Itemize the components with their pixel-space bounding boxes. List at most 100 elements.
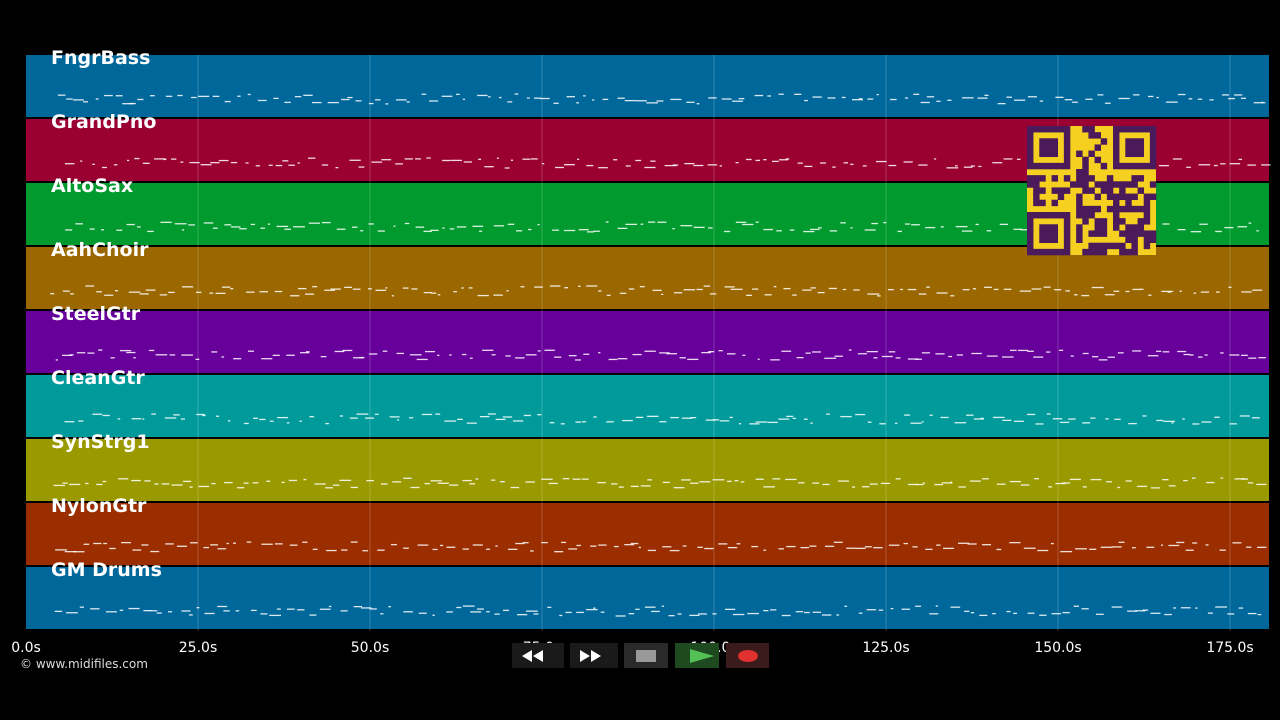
qr-cell xyxy=(1094,156,1102,164)
qr-cell xyxy=(1106,242,1114,250)
qr-cell xyxy=(1143,205,1151,213)
qr-cell xyxy=(1033,199,1040,207)
qr-cell xyxy=(1113,138,1120,145)
qr-cell xyxy=(1051,126,1059,133)
qr-cell xyxy=(1119,162,1126,170)
qr-cell xyxy=(1119,181,1126,188)
qr-cell xyxy=(1119,218,1126,225)
qr-cell xyxy=(1063,175,1071,182)
qr-cell xyxy=(1027,224,1034,231)
qr-cell xyxy=(1131,193,1138,201)
qr-cell xyxy=(1113,242,1120,250)
qr-cell xyxy=(1100,181,1108,188)
qr-cell xyxy=(1027,218,1034,225)
qr-cell xyxy=(1094,218,1102,225)
qr-cell xyxy=(1039,162,1046,170)
qr-cell xyxy=(1149,230,1157,237)
qr-cell xyxy=(1027,144,1034,151)
qr-cell xyxy=(1076,212,1083,219)
qr-cell xyxy=(1094,242,1102,250)
qr-cell xyxy=(1063,126,1071,133)
qr-cell xyxy=(1033,187,1040,194)
qr-cell xyxy=(1088,150,1095,158)
qr-cell xyxy=(1094,181,1102,188)
grid xyxy=(197,55,1231,631)
qr-cell xyxy=(1039,199,1046,207)
qr-cell xyxy=(1082,218,1089,225)
qr-cell xyxy=(1033,181,1040,188)
track-lane xyxy=(26,247,1269,309)
qr-cell xyxy=(1045,126,1052,133)
qr-cell xyxy=(1131,175,1138,182)
qr-cell xyxy=(1100,218,1108,225)
qr-cell xyxy=(1063,218,1071,225)
qr-cell xyxy=(1125,205,1132,213)
track-lane xyxy=(26,375,1269,437)
qr-cell xyxy=(1106,205,1114,213)
qr-cell xyxy=(1125,199,1132,207)
qr-cell xyxy=(1027,242,1034,250)
qr-cell xyxy=(1082,162,1089,170)
qr-cell xyxy=(1137,224,1145,231)
time-tick: 175.0s xyxy=(1206,640,1253,656)
qr-cell xyxy=(1033,175,1040,182)
qr-cell xyxy=(1125,248,1132,256)
qr-cell xyxy=(1125,224,1132,231)
record-icon xyxy=(738,650,758,662)
qr-cell xyxy=(1094,205,1102,213)
track-lane xyxy=(26,503,1269,565)
qr-cell xyxy=(1088,205,1095,213)
qr-cell xyxy=(1082,181,1089,188)
qr-cell xyxy=(1063,144,1071,151)
qr-cell xyxy=(1143,212,1151,219)
qr-cell xyxy=(1076,236,1083,244)
track-name: GM Drums xyxy=(51,559,162,581)
qr-cell xyxy=(1119,248,1126,256)
qr-cell xyxy=(1125,181,1132,188)
qr-cell xyxy=(1106,193,1114,201)
track-name: SteelGtr xyxy=(51,303,141,325)
qr-cell xyxy=(1039,150,1046,158)
qr-cell xyxy=(1125,193,1132,201)
qr-cell xyxy=(1131,230,1138,237)
notes xyxy=(50,93,1271,617)
qr-cell xyxy=(1094,230,1102,237)
qr-cell xyxy=(1039,175,1046,182)
qr-cell xyxy=(1051,138,1059,145)
qr-cell xyxy=(1063,230,1071,237)
qr-cell xyxy=(1094,248,1102,256)
qr-cell xyxy=(1149,156,1157,164)
qr-cell xyxy=(1027,181,1034,188)
qr-cell xyxy=(1143,199,1151,207)
qr-cell xyxy=(1033,212,1040,219)
track-name: FngrBass xyxy=(51,47,150,69)
qr-cell xyxy=(1100,187,1108,194)
qr-cell xyxy=(1113,212,1120,219)
qr-cell xyxy=(1131,181,1138,188)
qr-cell xyxy=(1039,187,1046,194)
qr-cell xyxy=(1113,156,1120,164)
qr-cell xyxy=(1137,205,1145,213)
qr-cell xyxy=(1119,187,1126,194)
qr-cell xyxy=(1076,193,1083,201)
qr-cell xyxy=(1045,144,1052,151)
qr-cell xyxy=(1143,236,1151,244)
track-lane xyxy=(26,439,1269,501)
qr-cell xyxy=(1082,187,1089,194)
qr-cell xyxy=(1100,138,1108,145)
track-name: CleanGtr xyxy=(51,367,145,389)
qr-cell xyxy=(1076,224,1083,231)
qr-cell xyxy=(1131,236,1138,244)
track-name: AltoSax xyxy=(51,175,133,197)
qr-cell xyxy=(1131,224,1138,231)
track-labels: FngrBass GrandPno AltoSax AahChoir SteelGtr C… xyxy=(51,47,162,581)
copyright: © www.midifiles.com xyxy=(20,657,148,671)
qr-cell xyxy=(1137,230,1145,237)
qr-cell xyxy=(1119,230,1126,237)
qr-cell xyxy=(1063,156,1071,164)
qr-cell xyxy=(1082,175,1089,182)
qr-cell xyxy=(1045,138,1052,145)
qr-cell xyxy=(1039,138,1046,145)
qr-cell xyxy=(1094,132,1102,139)
qr-cell xyxy=(1063,242,1071,250)
